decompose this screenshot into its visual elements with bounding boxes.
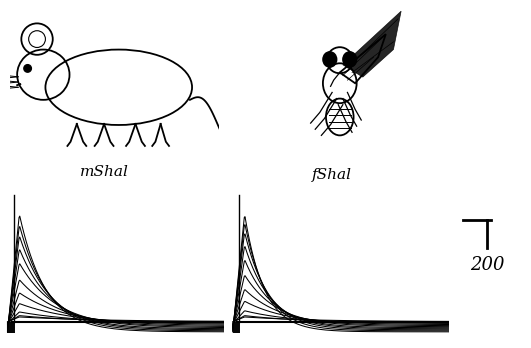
Circle shape [24, 65, 31, 72]
Text: 200: 200 [470, 255, 504, 274]
Text: fShal: fShal [312, 168, 352, 182]
Ellipse shape [323, 52, 337, 67]
Ellipse shape [343, 52, 357, 67]
Polygon shape [343, 11, 401, 77]
Text: mShal: mShal [80, 165, 129, 179]
